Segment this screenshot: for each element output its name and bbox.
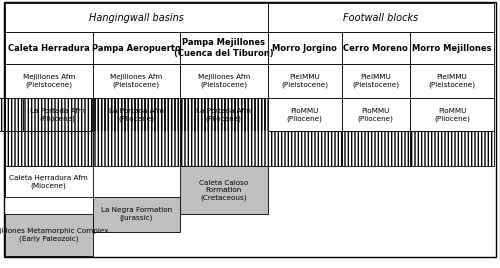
Bar [342,131,410,166]
Bar [5,32,92,64]
Text: Pampa Mejillones
(Cuenca del Tiburon): Pampa Mejillones (Cuenca del Tiburon) [174,38,274,58]
Bar [268,64,342,98]
Bar [268,3,494,32]
Bar [92,32,180,64]
Bar [0,98,5,131]
Text: Morro Jorgino: Morro Jorgino [272,44,337,53]
Text: La Portada Afm
(Pliocene): La Portada Afm (Pliocene) [30,107,85,122]
Bar [5,131,92,166]
Bar [5,131,92,166]
Bar [5,98,22,131]
Bar [180,98,268,131]
Bar [268,131,342,166]
Text: Pampa Aeropuerto: Pampa Aeropuerto [92,44,180,53]
Bar [92,98,180,131]
Bar [92,98,180,131]
Text: Caleta Herradura: Caleta Herradura [8,44,89,53]
Bar [342,131,410,166]
Bar [5,166,92,197]
Bar [92,98,180,166]
Bar [180,98,268,166]
Text: Mejillones Afm
(Pleistocene): Mejillones Afm (Pleistocene) [110,74,162,88]
Text: La Negra Formation
(Jurassic): La Negra Formation (Jurassic) [100,207,172,221]
Text: PleIMMU
(Pleistocene): PleIMMU (Pleistocene) [281,74,328,88]
Bar [180,64,268,98]
Bar [268,32,342,64]
Text: La Portada Afm
(Pliocene): La Portada Afm (Pliocene) [109,107,164,122]
Bar [342,32,410,64]
Text: La Portada Afm
(Pliocene): La Portada Afm (Pliocene) [196,107,251,122]
Bar [410,32,494,64]
Text: Caleta Caloso
Formation
(Cretaceous): Caleta Caloso Formation (Cretaceous) [199,180,248,201]
Text: PioMMU
(Pliocene): PioMMU (Pliocene) [358,107,394,122]
Text: Mejillones Afm
(Pleistocene): Mejillones Afm (Pleistocene) [198,74,250,88]
Bar [180,166,268,214]
Text: PioMMU
(Pliocene): PioMMU (Pliocene) [434,107,470,122]
Bar [180,98,268,131]
Bar [268,98,342,131]
Bar [410,64,494,98]
Text: PioMMU
(Pliocene): PioMMU (Pliocene) [286,107,322,122]
Bar [410,131,494,166]
Bar [268,131,342,166]
Text: Mejillones Metamorphic Complex
(Early Paleozoic): Mejillones Metamorphic Complex (Early Pa… [0,228,108,242]
Bar [22,98,92,131]
Bar [342,98,410,131]
Bar [180,32,268,64]
Bar [22,98,92,131]
Bar [410,98,494,131]
Bar [92,98,180,166]
Text: Caleta Herradura Afm
(Miocene): Caleta Herradura Afm (Miocene) [10,174,88,189]
Bar [342,64,410,98]
Text: Mejillones Afm
(Pleistocene): Mejillones Afm (Pleistocene) [22,74,75,88]
Text: Morro Mejillones: Morro Mejillones [412,44,492,53]
Text: PleIMMU
(Pleistocene): PleIMMU (Pleistocene) [352,74,399,88]
Bar [410,131,494,166]
Text: PleIMMU
(Pleistocene): PleIMMU (Pleistocene) [428,74,476,88]
Bar [92,197,180,232]
Bar [180,98,268,166]
Text: Footwall blocks: Footwall blocks [343,13,418,23]
Bar [92,64,180,98]
Bar [5,98,22,131]
Text: Cerro Moreno: Cerro Moreno [344,44,408,53]
Bar [5,214,92,256]
Text: Hangingwall basins: Hangingwall basins [89,13,184,23]
Bar [0,98,5,131]
Bar [5,3,268,32]
Bar [5,64,92,98]
